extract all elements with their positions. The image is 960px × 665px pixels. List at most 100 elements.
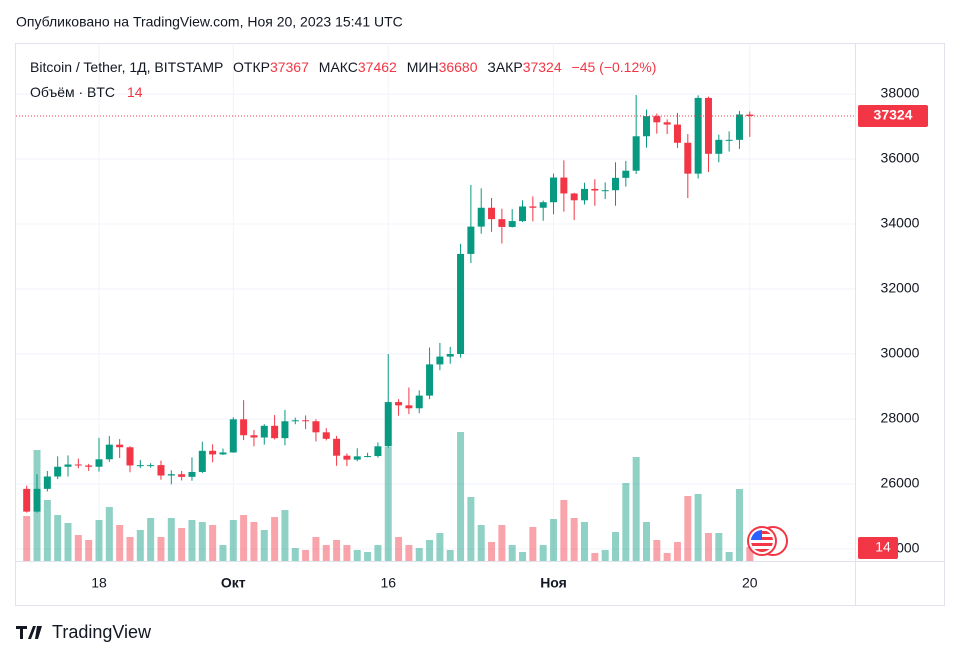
candle-body (209, 450, 217, 455)
volume-bar (147, 518, 155, 561)
volume-bar (735, 489, 743, 561)
legend-value: 37367 (270, 59, 309, 75)
candle-body (467, 226, 475, 254)
candle-body (136, 465, 144, 467)
x-tick-label: 16 (380, 575, 396, 591)
volume-bar (209, 525, 217, 561)
candle-body (116, 444, 124, 448)
candle-body (291, 420, 299, 422)
volume-bar (85, 540, 93, 561)
legend-value: 37462 (358, 59, 397, 75)
candle-body (23, 488, 31, 512)
volume-bar (725, 552, 733, 561)
volume-bar (74, 535, 82, 561)
volume-value: 14 (127, 84, 143, 100)
y-tick-label: 34000 (881, 215, 920, 231)
x-tick-label: Ноя (540, 575, 567, 591)
candle-body (529, 206, 537, 208)
volume-bar (405, 545, 413, 561)
volume-bar (673, 542, 681, 561)
volume-bar (694, 494, 702, 561)
candle-body (105, 444, 113, 460)
candle-body (601, 190, 609, 192)
candle-body (74, 464, 82, 466)
volume-bar (95, 520, 103, 561)
candle-body (519, 206, 527, 222)
candle-body (725, 139, 733, 141)
volume-bar (23, 516, 31, 561)
volume-bar (498, 525, 506, 561)
candle-body (673, 124, 681, 143)
volume-bar (198, 522, 206, 561)
candle-body (642, 116, 650, 137)
candles (23, 94, 754, 513)
candle-body (612, 177, 619, 191)
volume-title: Объём · BTC (30, 84, 115, 100)
volume-bar (364, 552, 372, 561)
candle-body (488, 207, 496, 220)
legend-value: 36680 (439, 59, 478, 75)
candle-body (591, 188, 599, 191)
volume-bar (415, 548, 423, 561)
volume-bar (632, 457, 640, 561)
volume-bar (446, 550, 454, 561)
volume-bar (250, 522, 258, 561)
candle-body (508, 221, 516, 227)
volume-bar (384, 447, 392, 561)
volume-bar (105, 507, 113, 561)
volume-bar (136, 530, 144, 561)
volume-bar (281, 510, 289, 561)
candle-body (312, 421, 320, 433)
volume-bar (126, 537, 134, 561)
volume-bar (539, 545, 547, 561)
candle-body (384, 402, 392, 447)
last-price-badge (858, 104, 928, 127)
candle-body (219, 452, 227, 455)
candle-body (54, 466, 62, 477)
y-tick-label: 36000 (881, 150, 920, 166)
volume-bar (642, 522, 650, 561)
candle-body (581, 188, 589, 201)
volume-bar (663, 553, 671, 561)
candle-body (426, 364, 434, 396)
candle-body (229, 419, 237, 453)
published-note: Опубликовано на TradingView.com, Ноя 20,… (16, 14, 403, 30)
volume-bar (684, 496, 692, 561)
y-tick-label: 32000 (881, 280, 920, 296)
candle-body (188, 471, 196, 477)
volume-bar (188, 520, 196, 561)
brand-logo: TradingView (16, 622, 152, 642)
candle-body (271, 425, 279, 439)
candle-body (157, 465, 165, 476)
volume-bar (704, 533, 712, 561)
grid (16, 43, 855, 561)
candle-body (281, 421, 289, 439)
legend-value: 37324 (523, 59, 562, 75)
volume-bar (64, 523, 72, 561)
candle-body (353, 456, 361, 460)
volume-badge (858, 537, 898, 559)
volume-bar (477, 525, 485, 561)
volume-bar (374, 545, 382, 561)
candle-body (395, 402, 403, 406)
y-tick-label: 26000 (881, 475, 920, 491)
candle-body (364, 456, 372, 458)
candle-body (694, 97, 702, 174)
x-tick-label: 18 (91, 575, 107, 591)
axes: 2400026000280003000032000340003600038000… (16, 85, 928, 591)
candle-body (684, 142, 692, 174)
candle-body (457, 253, 465, 354)
candle-body (147, 465, 155, 467)
legend-label: МИН (407, 59, 439, 75)
volume-bar (271, 517, 279, 561)
volume-bar (581, 522, 589, 561)
y-tick-label: 28000 (881, 410, 920, 426)
volume-bar (395, 537, 403, 561)
candle-body (302, 420, 310, 422)
volume-bar (260, 530, 268, 561)
volume-bar (167, 518, 175, 561)
y-tick-label: 38000 (881, 85, 920, 101)
candle-body (198, 450, 206, 472)
